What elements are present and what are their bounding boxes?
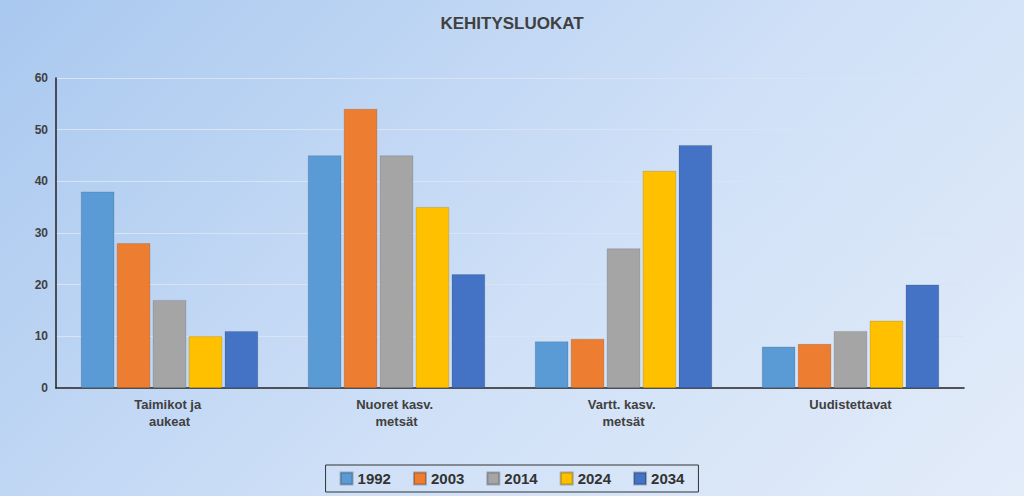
svg-text:1992: 1992 (358, 470, 391, 487)
svg-text:metsät: metsät (376, 414, 419, 429)
svg-text:Nuoret kasv.: Nuoret kasv. (356, 397, 437, 412)
svg-text:30: 30 (35, 226, 49, 240)
svg-text:10: 10 (35, 329, 49, 343)
svg-text:2003: 2003 (431, 470, 464, 487)
svg-text:Uudistettavat: Uudistettavat (809, 397, 892, 412)
svg-text:20: 20 (35, 278, 49, 292)
svg-text:2034: 2034 (651, 470, 685, 487)
svg-text:Vartt. kasv.: Vartt. kasv. (588, 397, 659, 412)
svg-text:aukeat: aukeat (149, 414, 191, 429)
svg-text:2024: 2024 (578, 470, 612, 487)
svg-text:metsät: metsät (603, 414, 646, 429)
svg-text:40: 40 (35, 174, 49, 188)
svg-text:60: 60 (35, 71, 49, 85)
svg-text:0: 0 (41, 381, 48, 395)
svg-text:2014: 2014 (504, 470, 538, 487)
svg-text:50: 50 (35, 123, 49, 137)
svg-text:Taimikot ja: Taimikot ja (134, 397, 205, 412)
svg-text:KEHITYSLUOKAT: KEHITYSLUOKAT (440, 14, 584, 33)
